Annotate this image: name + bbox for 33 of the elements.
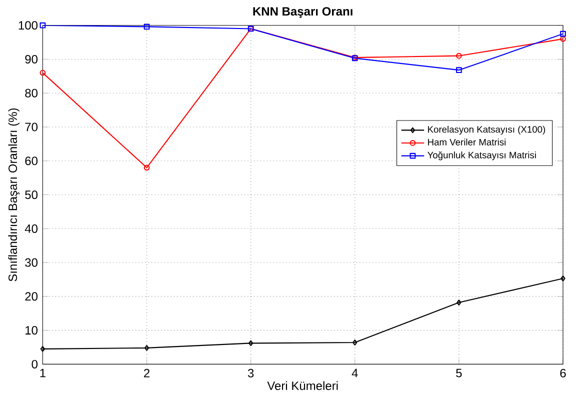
x-axis-title: Veri Kümeleri — [267, 381, 338, 390]
x-tick-label: 2 — [144, 368, 150, 378]
point — [144, 24, 150, 30]
y-tick-label: 50 — [25, 190, 38, 199]
y-tick-label: 70 — [25, 122, 38, 132]
chart-title: KNN Başarı Oranı — [253, 6, 352, 18]
y-tick-label: 10 — [26, 326, 38, 334]
x-tick-label: 1 — [40, 368, 46, 378]
point — [456, 52, 462, 59]
y-tick-label: 90 — [25, 54, 38, 64]
x-tick-label: 5 — [456, 368, 462, 378]
x-tick-label: 3 — [248, 368, 254, 378]
point — [248, 340, 254, 346]
y-tick-label: 80 — [25, 88, 38, 98]
point — [352, 339, 358, 346]
y-tick-label: 20 — [25, 292, 38, 301]
legend-label: Korelasyon Katsayısı (X100) — [428, 126, 546, 134]
point — [456, 67, 462, 73]
point — [144, 164, 150, 170]
y-tick-label: 100 — [18, 20, 38, 30]
legend-label: Yoğunluk Katsayısı Matrisi — [428, 151, 536, 160]
y-axis-title: Sınıflandırıcı Başarı Oranları (%) — [8, 108, 20, 282]
legend-label: Ham Veriler Matrisi — [428, 138, 506, 146]
y-tick-label: 40 — [24, 224, 38, 233]
point — [560, 30, 566, 37]
x-tick-label: 4 — [352, 368, 358, 378]
y-tick-label: 60 — [25, 156, 38, 166]
point — [456, 299, 462, 306]
y-tick-label: 0 — [32, 360, 38, 368]
point — [144, 344, 150, 351]
y-tick-label: 30 — [25, 258, 38, 267]
x-tick-label: 6 — [560, 368, 566, 378]
point — [40, 22, 46, 28]
